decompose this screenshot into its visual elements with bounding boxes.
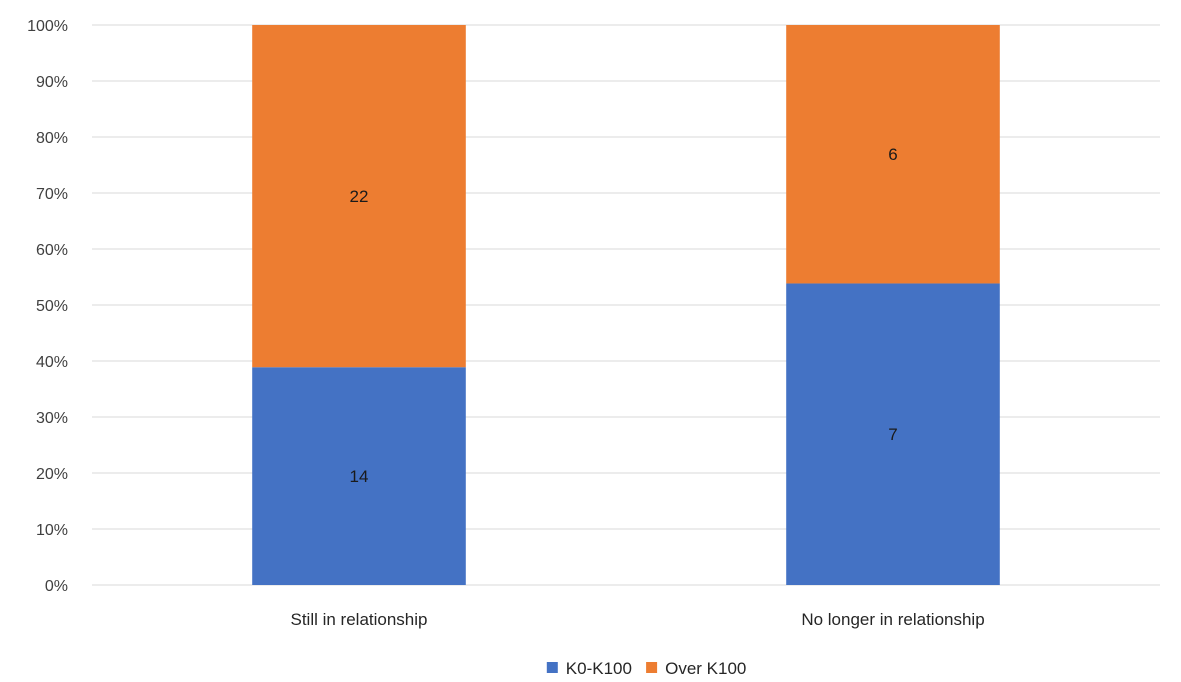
y-tick-label: 90%: [36, 74, 68, 91]
y-tick-label: 20%: [36, 466, 68, 483]
y-tick-label: 80%: [36, 130, 68, 147]
data-label: 22: [350, 187, 369, 206]
data-label: 7: [888, 425, 897, 444]
x-axis-category-labels: Still in relationship No longer in relati…: [290, 610, 984, 629]
y-tick-label: 50%: [36, 298, 68, 315]
x-category-label: No longer in relationship: [801, 610, 984, 629]
bar-segment: [252, 367, 466, 585]
legend-label: Over K100: [665, 659, 746, 678]
bar-segment: [252, 25, 466, 368]
y-tick-label: 0%: [45, 578, 68, 595]
y-tick-label: 30%: [36, 410, 68, 427]
bar-segment: [786, 283, 1000, 585]
legend-swatch: [646, 662, 658, 673]
y-tick-label: 10%: [36, 522, 68, 539]
bars: [252, 25, 1000, 585]
bar-segment: [786, 25, 1000, 284]
data-label: 6: [888, 145, 897, 164]
legend-swatch: [546, 662, 558, 673]
legend: K0-K100 Over K100: [546, 659, 746, 678]
legend-label: K0-K100: [566, 659, 632, 678]
data-labels: 14 22 7 6: [350, 145, 898, 486]
y-tick-label: 100%: [27, 18, 68, 35]
y-tick-label: 60%: [36, 242, 68, 259]
y-tick-label: 40%: [36, 354, 68, 371]
x-category-label: Still in relationship: [290, 610, 427, 629]
y-axis-tick-labels: 0% 10% 20% 30% 40% 50% 60% 70% 80% 90% 100%: [27, 18, 68, 595]
data-label: 14: [350, 467, 369, 486]
y-tick-label: 70%: [36, 186, 68, 203]
